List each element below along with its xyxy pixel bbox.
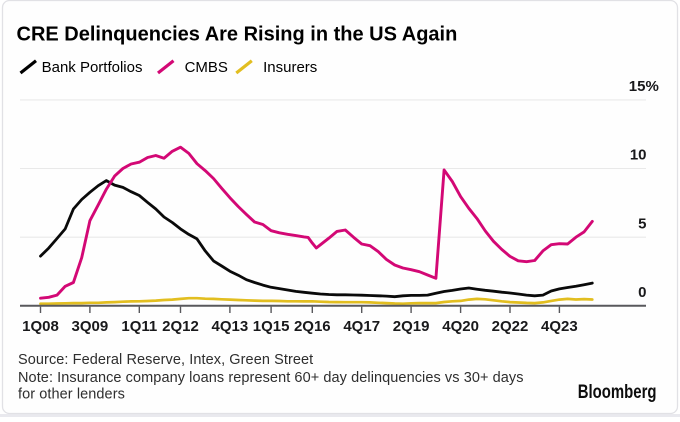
- svg-text:Source: Federal Reserve, Intex: Source: Federal Reserve, Intex, Green St…: [18, 352, 313, 368]
- svg-text:10: 10: [630, 147, 647, 164]
- svg-text:2Q12: 2Q12: [162, 318, 199, 335]
- svg-text:CMBS: CMBS: [185, 59, 228, 76]
- svg-text:1Q11: 1Q11: [121, 318, 157, 335]
- svg-text:CRE Delinquencies Are Rising i: CRE Delinquencies Are Rising in the US A…: [17, 23, 458, 45]
- svg-text:2Q16: 2Q16: [294, 318, 331, 335]
- svg-text:Note: Insurance company loans: Note: Insurance company loans represent …: [18, 370, 524, 386]
- svg-text:1Q15: 1Q15: [253, 318, 290, 335]
- svg-text:2Q19: 2Q19: [393, 318, 430, 335]
- svg-text:Bank Portfolios: Bank Portfolios: [42, 59, 143, 76]
- svg-text:5: 5: [638, 215, 646, 232]
- svg-text:2Q22: 2Q22: [492, 318, 529, 335]
- svg-text:for other lenders: for other lenders: [18, 387, 125, 403]
- svg-text:4Q17: 4Q17: [343, 318, 380, 335]
- svg-text:15%: 15%: [629, 78, 659, 95]
- svg-text:0: 0: [638, 284, 646, 301]
- svg-text:4Q23: 4Q23: [541, 318, 578, 335]
- svg-text:4Q13: 4Q13: [212, 318, 249, 335]
- svg-text:Insurers: Insurers: [263, 59, 317, 76]
- svg-text:3Q09: 3Q09: [72, 318, 109, 335]
- svg-text:1Q08: 1Q08: [22, 318, 59, 335]
- svg-text:Bloomberg: Bloomberg: [578, 380, 657, 402]
- svg-text:4Q20: 4Q20: [442, 318, 479, 335]
